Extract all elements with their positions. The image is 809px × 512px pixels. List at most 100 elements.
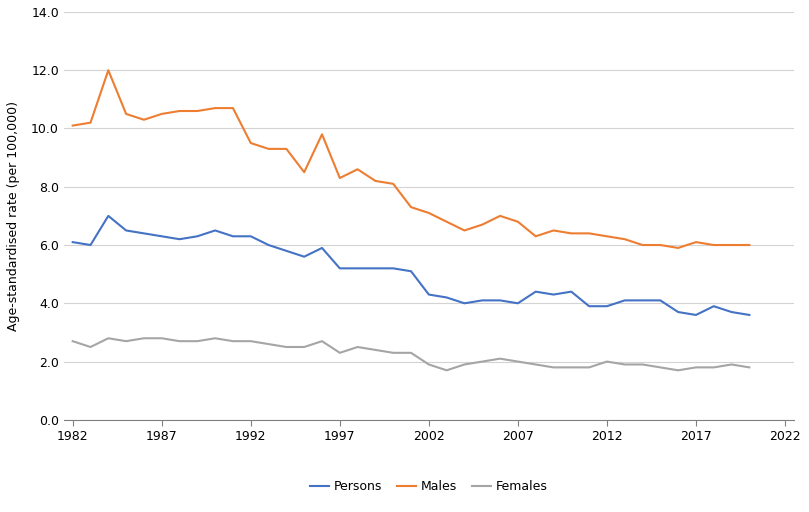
Males: [335, 175, 345, 181]
Males: [210, 105, 220, 111]
Females: [317, 338, 327, 344]
Females: [460, 361, 469, 368]
Persons: [68, 239, 78, 245]
Males: [299, 169, 309, 175]
Persons: [157, 233, 167, 239]
Males: [460, 227, 469, 233]
Males: [353, 166, 362, 173]
Persons: [282, 248, 291, 254]
Females: [86, 344, 95, 350]
Females: [655, 365, 665, 371]
Line: Persons: Persons: [73, 216, 749, 315]
Persons: [513, 300, 523, 306]
Males: [566, 230, 576, 237]
Persons: [139, 230, 149, 237]
Males: [549, 227, 558, 233]
Females: [299, 344, 309, 350]
Persons: [210, 227, 220, 233]
Males: [228, 105, 238, 111]
Males: [406, 204, 416, 210]
Females: [246, 338, 256, 344]
Females: [210, 335, 220, 342]
Males: [673, 245, 683, 251]
Females: [566, 365, 576, 371]
Persons: [104, 213, 113, 219]
Females: [104, 335, 113, 342]
Females: [637, 361, 647, 368]
Males: [371, 178, 380, 184]
Males: [175, 108, 184, 114]
Persons: [264, 242, 273, 248]
Persons: [317, 245, 327, 251]
Males: [477, 222, 487, 228]
Males: [121, 111, 131, 117]
Persons: [531, 289, 540, 295]
Females: [353, 344, 362, 350]
Females: [495, 355, 505, 361]
Persons: [744, 312, 754, 318]
Females: [264, 341, 273, 347]
Females: [709, 365, 718, 371]
Males: [691, 239, 701, 245]
Legend: Persons, Males, Females: Persons, Males, Females: [305, 475, 553, 498]
Females: [531, 361, 540, 368]
Females: [549, 365, 558, 371]
Persons: [371, 265, 380, 271]
Males: [637, 242, 647, 248]
Males: [620, 236, 629, 242]
Males: [584, 230, 594, 237]
Line: Males: Males: [73, 70, 749, 248]
Males: [157, 111, 167, 117]
Females: [335, 350, 345, 356]
Females: [121, 338, 131, 344]
Males: [264, 146, 273, 152]
Persons: [477, 297, 487, 304]
Males: [388, 181, 398, 187]
Females: [673, 367, 683, 373]
Females: [139, 335, 149, 342]
Females: [282, 344, 291, 350]
Females: [424, 361, 434, 368]
Males: [726, 242, 736, 248]
Males: [246, 140, 256, 146]
Persons: [726, 309, 736, 315]
Persons: [691, 312, 701, 318]
Females: [584, 365, 594, 371]
Males: [317, 131, 327, 137]
Females: [68, 338, 78, 344]
Persons: [495, 297, 505, 304]
Females: [406, 350, 416, 356]
Males: [424, 210, 434, 216]
Persons: [566, 289, 576, 295]
Persons: [335, 265, 345, 271]
Males: [655, 242, 665, 248]
Persons: [442, 294, 451, 301]
Females: [442, 367, 451, 373]
Persons: [86, 242, 95, 248]
Y-axis label: Age-standardised rate (per 100,000): Age-standardised rate (per 100,000): [7, 101, 20, 331]
Females: [228, 338, 238, 344]
Persons: [353, 265, 362, 271]
Persons: [673, 309, 683, 315]
Females: [477, 358, 487, 365]
Persons: [406, 268, 416, 274]
Males: [744, 242, 754, 248]
Males: [86, 120, 95, 126]
Males: [139, 117, 149, 123]
Persons: [299, 253, 309, 260]
Persons: [175, 236, 184, 242]
Persons: [388, 265, 398, 271]
Males: [442, 219, 451, 225]
Females: [388, 350, 398, 356]
Males: [68, 122, 78, 129]
Persons: [602, 303, 612, 309]
Males: [709, 242, 718, 248]
Males: [495, 213, 505, 219]
Persons: [228, 233, 238, 239]
Persons: [121, 227, 131, 233]
Females: [691, 365, 701, 371]
Persons: [655, 297, 665, 304]
Persons: [709, 303, 718, 309]
Persons: [424, 291, 434, 297]
Line: Females: Females: [73, 338, 749, 370]
